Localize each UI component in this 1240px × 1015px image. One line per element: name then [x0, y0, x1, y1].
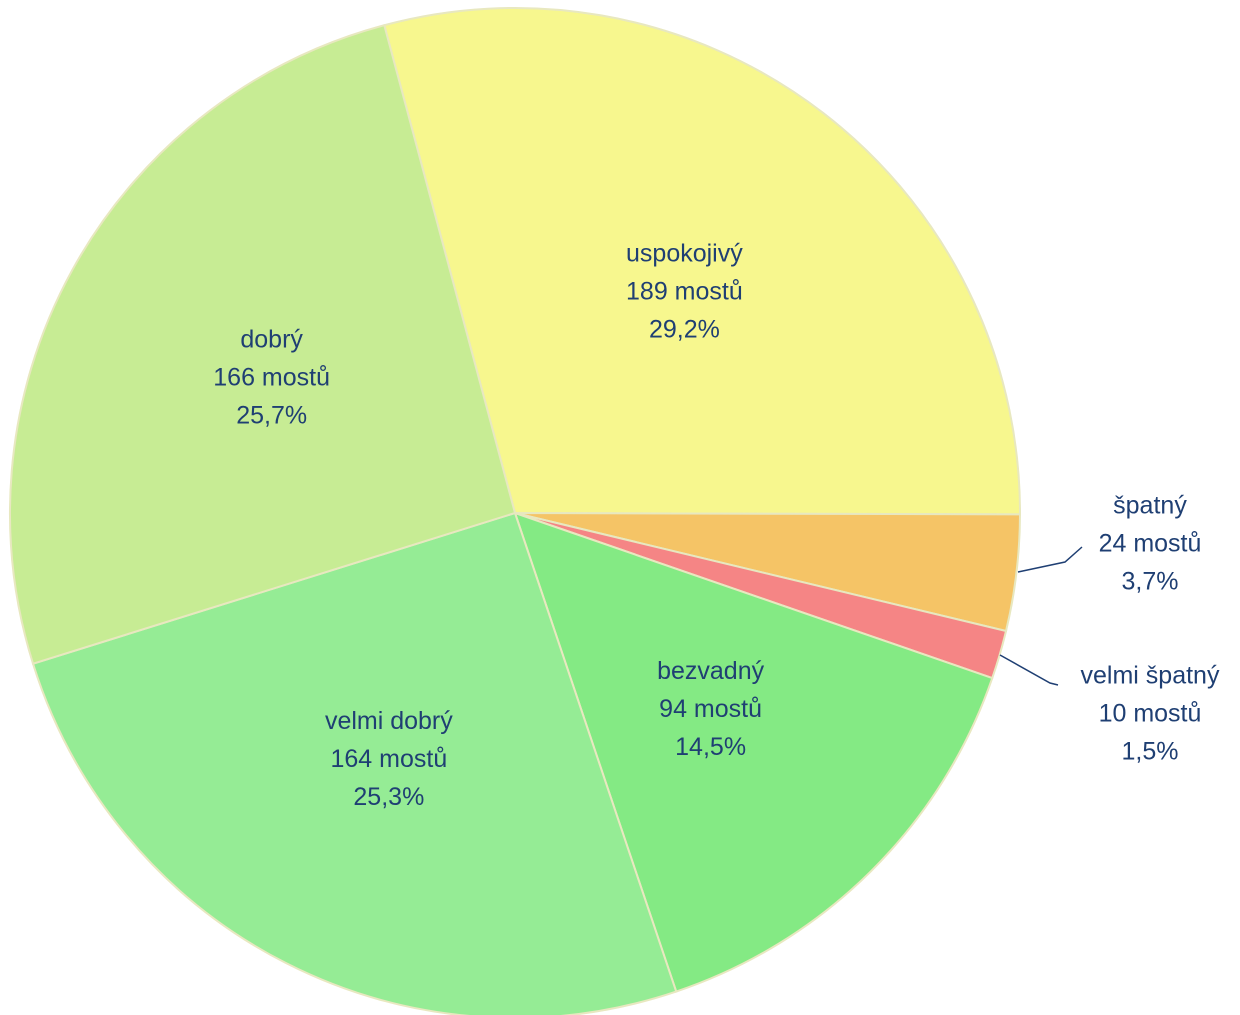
- value-label: 166 mostů: [213, 364, 330, 392]
- leader-line: [999, 654, 1059, 686]
- pie-slice: [513, 511, 994, 993]
- value-label: 24 mostů: [1099, 530, 1202, 558]
- slice-label: uspokojivý: [626, 239, 743, 267]
- slice-label: špatný: [1113, 492, 1187, 520]
- value-label: 164 mostů: [330, 745, 447, 773]
- pie-slice: [9, 23, 517, 665]
- percent-label: 25,3%: [353, 783, 424, 811]
- percent-label: 3,7%: [1122, 568, 1179, 596]
- slice-label: bezvadný: [657, 657, 765, 685]
- value-label: 10 mostů: [1099, 700, 1202, 728]
- slice-label: dobrý: [240, 326, 303, 354]
- value-label: 94 mostů: [659, 695, 762, 723]
- slice-label: velmi dobrý: [325, 707, 453, 735]
- leader-line: [1017, 546, 1083, 573]
- value-label: 189 mostů: [626, 277, 743, 305]
- slice-label: velmi špatný: [1081, 662, 1220, 690]
- pie-slice: [383, 7, 1022, 516]
- percent-label: 1,5%: [1122, 738, 1179, 766]
- percent-label: 25,7%: [236, 402, 307, 430]
- percent-label: 14,5%: [675, 733, 746, 761]
- percent-label: 29,2%: [649, 315, 720, 343]
